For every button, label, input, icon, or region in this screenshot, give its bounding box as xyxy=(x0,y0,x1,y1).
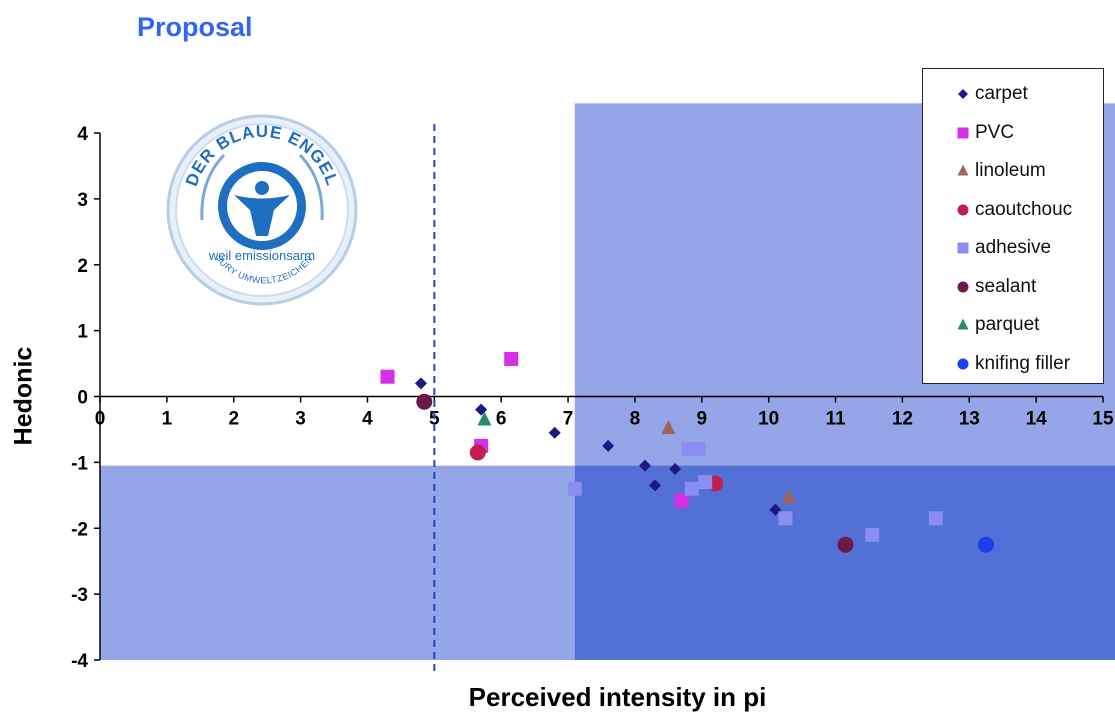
y-axis-label: Hedonic xyxy=(9,346,38,446)
y-tick-label: 1 xyxy=(77,322,88,343)
point-knifing-filler xyxy=(977,536,994,553)
point-sealant xyxy=(837,536,854,553)
legend-marker xyxy=(957,281,969,293)
legend-item-adhesive: adhesive xyxy=(955,229,1103,268)
x-tick-label: 8 xyxy=(630,409,641,430)
blue-angel-logo: DER BLAUE ENGEL weil emissionsarm JURY U… xyxy=(162,110,362,315)
legend-marker-shape xyxy=(957,358,969,370)
point-PVC xyxy=(504,351,519,366)
legend-marker xyxy=(957,127,969,139)
point-adhesive xyxy=(778,511,793,526)
region-dark-2 xyxy=(574,465,1115,660)
point-adhesive xyxy=(865,527,880,542)
point-parquet xyxy=(477,411,492,426)
point-adhesive xyxy=(567,481,582,496)
legend-marker-shape xyxy=(957,281,969,293)
legend-marker xyxy=(957,164,969,176)
legend-marker-shape xyxy=(957,164,969,176)
legend-item-carpet: carpet xyxy=(955,75,1103,114)
legend-item-knifing-filler: knifing filler xyxy=(955,345,1103,384)
legend-marker xyxy=(958,89,968,100)
region-light-1 xyxy=(100,465,575,660)
legend-label: carpet xyxy=(975,83,1028,105)
point-adhesive xyxy=(928,511,943,526)
point-carpet xyxy=(638,459,651,472)
legend-marker xyxy=(957,318,969,330)
point-caoutchouc xyxy=(469,444,486,461)
x-tick-label: 2 xyxy=(228,409,239,430)
x-tick-label: 10 xyxy=(758,409,779,430)
legend-label: linoleum xyxy=(975,160,1046,182)
legend-item-sealant: sealant xyxy=(955,268,1103,307)
point-linoleum xyxy=(781,489,796,504)
x-tick-label: 1 xyxy=(162,409,173,430)
x-tick-label: 0 xyxy=(95,409,106,430)
x-tick-label: 12 xyxy=(892,409,913,430)
legend-marker xyxy=(957,242,969,254)
point-carpet xyxy=(414,377,427,390)
legend-marker-shape xyxy=(957,318,969,330)
y-tick-label: 2 xyxy=(77,256,88,277)
point-carpet xyxy=(648,479,661,492)
legend-item-PVC: PVC xyxy=(955,114,1103,153)
point-PVC xyxy=(674,493,689,508)
y-tick-label: 3 xyxy=(77,190,88,211)
legend-label: sealant xyxy=(975,275,1037,297)
y-tick-label: -2 xyxy=(71,519,88,540)
legend-label: caoutchouc xyxy=(975,198,1073,220)
point-carpet xyxy=(602,439,615,452)
point-carpet xyxy=(769,503,782,516)
point-carpet xyxy=(548,426,561,439)
legend-item-parquet: parquet xyxy=(955,306,1103,345)
y-tick-label: -4 xyxy=(71,651,88,672)
legend-marker-shape xyxy=(957,204,969,216)
x-tick-label: 6 xyxy=(496,409,507,430)
point-linoleum xyxy=(661,420,676,435)
point-adhesive xyxy=(691,442,706,457)
y-tick-label: 0 xyxy=(77,388,88,409)
y-tick-label: -1 xyxy=(71,453,88,474)
point-adhesive xyxy=(698,475,713,490)
legend-marker-shape xyxy=(957,242,969,254)
legend-marker xyxy=(957,358,969,370)
point-adhesive xyxy=(684,481,699,496)
legend-marker xyxy=(957,204,969,216)
x-tick-label: 15 xyxy=(1092,409,1114,430)
x-tick-label: 14 xyxy=(1026,409,1048,430)
x-tick-label: 3 xyxy=(295,409,306,430)
y-tick-label: 4 xyxy=(77,124,88,145)
data-points xyxy=(380,351,994,553)
x-axis-label: Perceived intensity in pi xyxy=(468,682,767,712)
legend-label: PVC xyxy=(975,121,1015,143)
axes: -4-3-2-1012340123456789101112131415 xyxy=(71,124,1114,672)
page-title: Proposal xyxy=(137,12,253,42)
legend-label: knifing filler xyxy=(975,352,1071,374)
x-tick-label: 13 xyxy=(959,409,980,430)
legend-label: adhesive xyxy=(975,237,1052,259)
legend-item-linoleum: linoleum xyxy=(955,152,1103,191)
x-tick-label: 7 xyxy=(563,409,574,430)
legend-marker-shape xyxy=(957,127,969,139)
x-tick-label: 11 xyxy=(825,409,846,430)
chart-legend: carpet PVC linoleum caoutchouc adhesive seala… xyxy=(922,68,1104,384)
logo-inner-text: weil emissionsarm xyxy=(208,248,315,263)
point-sealant xyxy=(416,393,433,410)
point-PVC xyxy=(380,369,395,384)
x-tick-label: 4 xyxy=(362,409,373,430)
x-tick-label: 9 xyxy=(697,409,708,430)
legend-marker-shape xyxy=(958,89,968,100)
y-tick-label: -3 xyxy=(71,585,88,606)
legend-item-caoutchouc: caoutchouc xyxy=(955,191,1103,230)
point-carpet xyxy=(669,462,682,475)
legend-label: parquet xyxy=(975,314,1040,336)
